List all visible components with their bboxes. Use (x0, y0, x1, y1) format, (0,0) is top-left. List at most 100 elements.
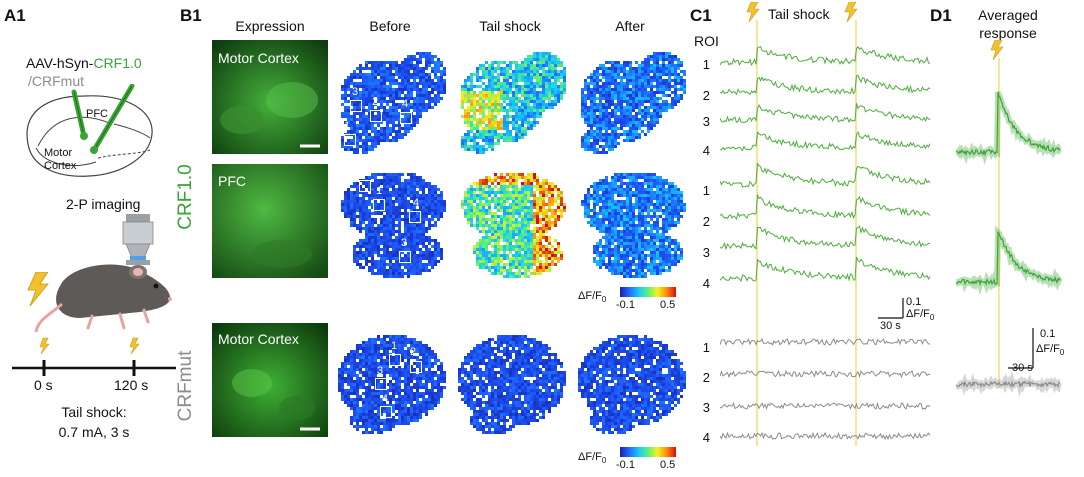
tail-shock-label-line1: Tail shock: (61, 404, 127, 420)
column-title-after: After (615, 18, 645, 34)
heatmap-mut-after (572, 323, 688, 437)
c1-trace (720, 225, 930, 251)
c1-trace (720, 162, 931, 188)
colorbar-label-text: ΔF/F (578, 290, 602, 302)
c1-trace (720, 431, 931, 441)
c1-roi-label: 2 (702, 370, 710, 385)
heatmap-mut-before-svg (338, 335, 446, 434)
heatmap-motor-before (332, 40, 448, 154)
d1-trace-band (956, 91, 1063, 165)
c1-scale-y-unit: ΔF/F0 (906, 308, 934, 322)
heatmap-pfc-before (332, 164, 448, 278)
colorbar-2-max: 0.5 (660, 459, 676, 471)
brain-label-motor: Motor Cortex (44, 147, 76, 173)
c1-trace (720, 130, 931, 152)
roi-box (399, 251, 411, 263)
roi-label: 3 (352, 86, 359, 98)
expression-tile-motor-cortex (212, 40, 328, 154)
brain-label-motor-line2: Cortex (44, 160, 77, 172)
imaging-label: 2-P imaging (66, 196, 141, 212)
d1-trace (956, 230, 1061, 287)
construct-prefix: AAV-hSyn- (26, 55, 94, 71)
d1-trace (956, 91, 1061, 157)
tail-shock-label: Tail shock: 0.7 mA, 3 s (44, 402, 144, 442)
mouse-illustration (34, 256, 172, 333)
roi-box (370, 110, 382, 122)
construct-label: AAV-hSyn-CRF1.0 (26, 55, 142, 71)
roi-label: 2 (410, 346, 417, 358)
c1-roi-label: 2 (702, 214, 710, 229)
d1-traces (956, 91, 1063, 397)
c1-scale-bar (878, 298, 904, 319)
heatmap-motor-shock-svg (461, 52, 566, 154)
roi-label: 1 (376, 185, 383, 197)
d1-scale-y: 0.1 (1040, 328, 1056, 340)
timeline-label-120: 120 s (114, 377, 149, 393)
d1-scale-y-unit-text: ΔF/F (1036, 343, 1060, 355)
heatmap-motor-after (572, 40, 688, 154)
c1-roi-label: 1 (702, 183, 710, 198)
column-title-tail-shock: Tail shock (479, 18, 541, 34)
roi-label: 3 (377, 365, 384, 377)
colorbar-min: -0.1 (616, 299, 635, 311)
tail-shock-label-line2: 0.7 mA, 3 s (58, 424, 130, 440)
d1-scale-bar (1008, 328, 1034, 369)
bolt-icon-c1-left (746, 2, 760, 22)
group-label-mut: CRFmut (175, 350, 196, 422)
roi-label: 4 (382, 393, 389, 405)
c1-title: Tail shock (768, 6, 830, 22)
brain-label-pfc: PFC (86, 108, 108, 120)
d1-scale-y-unit-sub: 0 (1059, 348, 1065, 358)
timeline-label-0: 0 s (34, 377, 53, 393)
expression-tile-mut-motor-cortex (212, 323, 328, 437)
heatmap-mut-after-svg (578, 335, 686, 434)
roi-box (380, 406, 392, 418)
c1-roi-label: 3 (702, 245, 710, 260)
c1-trace (720, 256, 931, 283)
colorbar-label-2-text: ΔF/F (578, 451, 602, 463)
c1-roi-label: 4 (702, 143, 710, 158)
c1-trace (720, 193, 931, 221)
c1-roi-label: 3 (702, 114, 710, 129)
c1-roi-label: 2 (702, 88, 710, 103)
colorbar-2-min: -0.1 (616, 459, 635, 471)
group-label-crf: CRF1.0 (175, 164, 196, 230)
roi-box (350, 100, 362, 112)
roi-box (389, 354, 401, 366)
heatmap-mut-shock (452, 323, 568, 437)
roi-label: 4 (402, 98, 409, 110)
heatmap-motor-after-svg (581, 52, 686, 154)
roi-label: 4 (413, 197, 420, 209)
tile-label-mut-motor-cortex: Motor Cortex (218, 331, 299, 347)
panel-label-a1: A1 (4, 6, 26, 25)
colorbar-2 (620, 447, 676, 457)
roi-box (409, 211, 421, 223)
c1-traces (720, 45, 931, 441)
c1-trace (720, 74, 931, 96)
stimulus-timeline (12, 337, 176, 376)
colorbar-max: 0.5 (660, 299, 676, 311)
colorbar-label-2-sub: 0 (601, 456, 607, 466)
c1-scale-y: 0.1 (906, 296, 922, 308)
roi-label: 1 (344, 120, 351, 132)
roi-label: 2 (372, 96, 379, 108)
d1-shock-line (998, 58, 1000, 388)
heatmap-pfc-shock-svg (461, 173, 566, 278)
c1-roi-label: 3 (702, 400, 710, 415)
roi-label: 3 (401, 237, 408, 249)
construct-sensor: CRF1.0 (93, 55, 142, 71)
c1-roi-label: 1 (702, 340, 710, 355)
construct-mut-label: /CRFmut (28, 73, 84, 89)
roi-box (375, 378, 387, 390)
column-title-expression: Expression (235, 18, 305, 34)
d1-title-line2: response (979, 25, 1037, 41)
d1-scale-x: 30 s (1012, 362, 1033, 374)
d1-scale-y-unit: ΔF/F0 (1036, 343, 1064, 357)
column-title-before: Before (369, 18, 411, 34)
heatmap-motor-before-svg (341, 52, 446, 154)
bolt-icon-c1-right (844, 2, 858, 22)
brain-schematic (26, 84, 153, 177)
c1-roi-label: 4 (702, 430, 710, 445)
bolt-icon-d1 (990, 40, 1004, 60)
d1-trace (956, 380, 1061, 389)
